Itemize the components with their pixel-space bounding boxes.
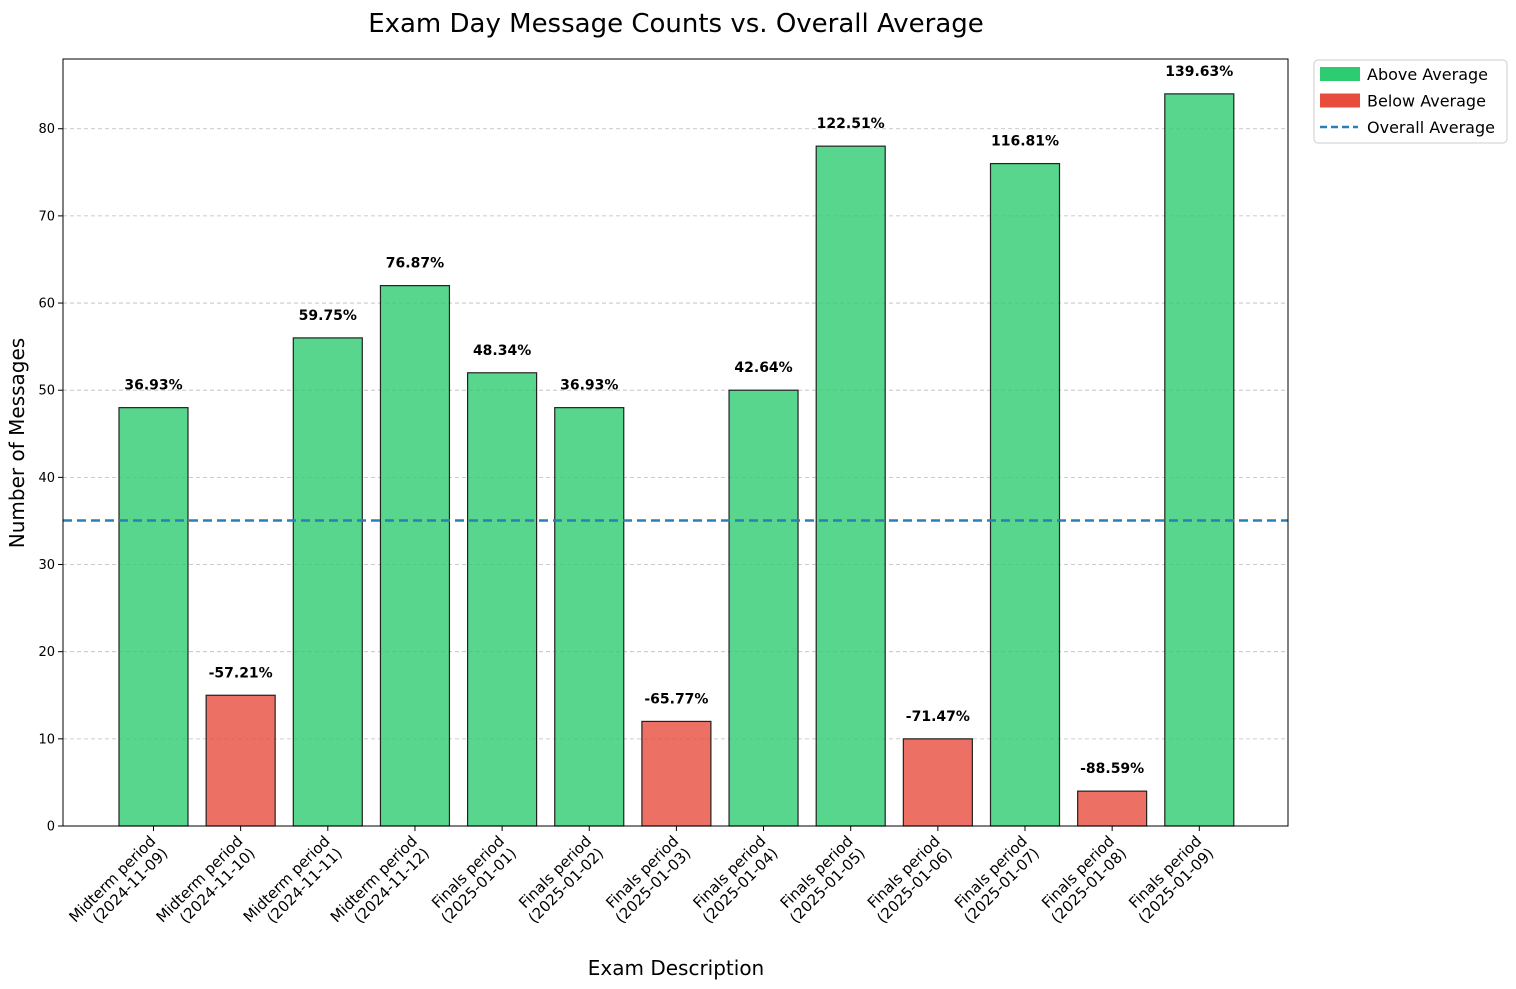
bar: [292, 337, 363, 827]
data-label: -71.47%: [906, 709, 970, 725]
data-label: 116.81%: [991, 134, 1059, 150]
x-axis-label: Exam Description: [588, 956, 764, 980]
legend-swatch-below: [1320, 93, 1360, 108]
legend-label: Above Average: [1367, 65, 1488, 84]
data-label: 122.51%: [817, 116, 885, 132]
bar: [379, 285, 451, 827]
data-label: -57.21%: [209, 665, 273, 681]
y-tick-label: 40: [38, 471, 55, 486]
bar: [989, 162, 1061, 827]
y-tick-label: 30: [38, 558, 55, 573]
data-label: 76.87%: [386, 256, 444, 272]
legend: Above Average Below Average Overall Averag…: [1313, 59, 1508, 144]
bar: [118, 407, 189, 827]
bar: [1077, 790, 1148, 827]
plot-frame: [62, 58, 1289, 827]
data-label: -88.59%: [1080, 761, 1144, 777]
y-tick-label: 80: [38, 122, 55, 137]
y-tick-label: 60: [38, 297, 55, 312]
y-axis: 0 10 20 30 40 50 60 70 80: [38, 122, 63, 835]
bar: [641, 720, 712, 827]
bar: [728, 389, 799, 827]
bar: [554, 407, 625, 827]
bar: [205, 694, 276, 827]
bar: [1164, 93, 1235, 827]
legend-frame: [1313, 59, 1508, 144]
legend-swatch-above: [1320, 67, 1360, 81]
data-label: 36.93%: [560, 378, 618, 394]
data-label: 36.93%: [124, 378, 182, 394]
chart-title: Exam Day Message Counts vs. Overall Aver…: [368, 9, 984, 39]
y-tick-label: 0: [47, 820, 55, 835]
y-axis-label: Number of Messages: [5, 338, 29, 548]
data-labels: 36.93% -57.21% 59.75% 76.87% 48.34% 36.93% -65…: [124, 64, 1233, 777]
bars: [118, 93, 1235, 827]
y-tick-label: 10: [38, 732, 55, 747]
y-tick-label: 70: [38, 209, 55, 224]
legend-label: Below Average: [1367, 92, 1486, 111]
data-label: 42.64%: [734, 360, 792, 376]
y-tick-label: 20: [38, 645, 55, 660]
bar: [467, 372, 538, 827]
data-label: 139.63%: [1165, 64, 1233, 80]
data-label: 59.75%: [299, 308, 357, 324]
data-label: -65.77%: [644, 691, 708, 707]
bar: [815, 145, 886, 827]
data-label: 48.34%: [473, 343, 531, 359]
legend-label: Overall Average: [1367, 118, 1495, 137]
bar: [902, 738, 973, 827]
y-tick-label: 50: [38, 384, 55, 399]
